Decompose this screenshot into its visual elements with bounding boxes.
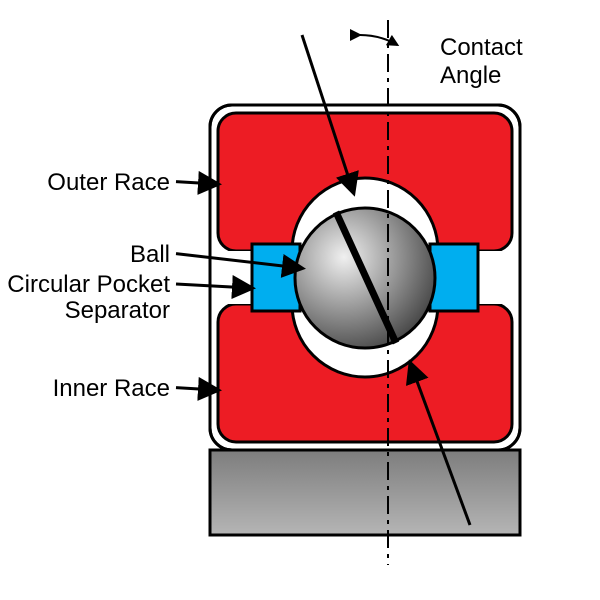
label-separator-1: Circular Pocket (7, 271, 170, 298)
label-outer-race: Outer Race (47, 169, 170, 196)
separator-right (430, 244, 478, 311)
contact-angle-arc (360, 35, 398, 45)
bearing-cross-section-diagram: Contact Angle Outer Race Ball Circular P… (0, 0, 600, 600)
label-contact-angle-1: Contact (440, 34, 523, 61)
label-inner-race: Inner Race (53, 375, 170, 402)
label-contact-angle-2: Angle (440, 62, 501, 89)
label-separator-2: Separator (65, 297, 170, 324)
shaft (210, 450, 520, 535)
label-ball: Ball (130, 241, 170, 268)
separator-left (252, 244, 300, 311)
